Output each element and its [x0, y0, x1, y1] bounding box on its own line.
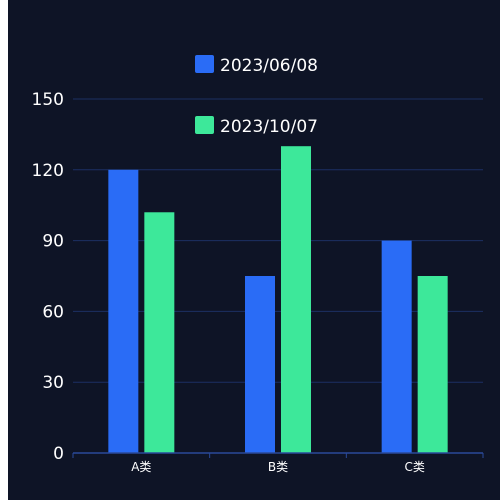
y-tick-label: 30	[42, 373, 64, 393]
x-axis-ticks: A类 B类 C类	[131, 460, 425, 474]
legend-swatch	[195, 55, 214, 73]
bar[interactable]	[417, 276, 448, 453]
y-tick-label: 120	[32, 161, 64, 181]
bars	[108, 146, 448, 454]
legend-label: 2023/06/08	[220, 56, 318, 76]
legend-item-series-2[interactable]: 2023/10/07	[195, 116, 318, 137]
y-axis-ticks: 0 30 60 90 120 150	[32, 90, 64, 464]
bar[interactable]	[245, 276, 275, 453]
bar[interactable]	[144, 212, 175, 453]
y-tick-label: 90	[42, 232, 64, 252]
grid-lines	[73, 98, 483, 383]
legend[interactable]: 2023/06/08 2023/10/07	[195, 55, 318, 137]
x-tick-label: B类	[268, 460, 288, 474]
y-tick-label: 0	[53, 444, 64, 464]
bar[interactable]	[381, 240, 412, 453]
x-tick-label: C类	[404, 460, 424, 474]
legend-label: 2023/10/07	[220, 117, 318, 137]
y-tick-label: 60	[42, 302, 64, 322]
y-tick-label: 150	[32, 90, 64, 110]
x-tick-label: A类	[131, 460, 151, 474]
bar[interactable]	[281, 146, 311, 453]
x-axis	[72, 452, 484, 458]
legend-item-series-1[interactable]: 2023/06/08	[195, 55, 318, 76]
legend-swatch	[195, 116, 214, 134]
bar[interactable]	[108, 169, 139, 454]
